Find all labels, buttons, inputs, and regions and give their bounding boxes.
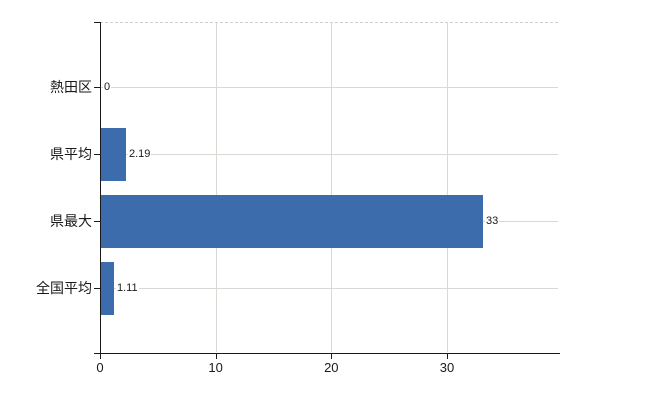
x-axis-tick: [446, 354, 448, 359]
y-axis-tick: [94, 87, 100, 88]
category-label: 全国平均: [36, 280, 92, 296]
category-gridline: [100, 154, 558, 155]
y-axis-tick: [94, 288, 100, 289]
x-axis-tick: [331, 354, 333, 359]
x-tick-label: 0: [96, 360, 104, 375]
value-label: 0: [103, 81, 112, 93]
category-gridline: [100, 288, 558, 289]
y-axis-line: [100, 22, 101, 353]
value-label: 2.19: [128, 148, 152, 160]
value-label: 33: [485, 215, 500, 227]
x-tick-label: 10: [208, 360, 223, 375]
vertical-gridline: [331, 22, 333, 352]
x-axis-line: [94, 353, 560, 354]
y-axis-top-tick: [94, 22, 100, 23]
value-label: 1.11: [116, 282, 139, 294]
x-axis-tick: [215, 354, 217, 359]
x-tick-label: 20: [324, 360, 339, 375]
bar: [101, 128, 126, 181]
category-label: 県平均: [50, 146, 92, 162]
vertical-gridline: [215, 22, 217, 352]
x-tick-label: 30: [439, 360, 455, 375]
y-axis-tick: [94, 154, 100, 155]
y-axis-tick: [94, 221, 100, 222]
bar: [101, 195, 483, 248]
vertical-gridline: [446, 22, 448, 352]
plot-top-boundary: [100, 22, 558, 23]
category-label: 県最大: [50, 213, 92, 229]
category-label: 熱田区: [50, 79, 92, 95]
bar: [101, 262, 114, 315]
x-axis-tick: [100, 354, 101, 359]
category-gridline: [100, 87, 558, 88]
